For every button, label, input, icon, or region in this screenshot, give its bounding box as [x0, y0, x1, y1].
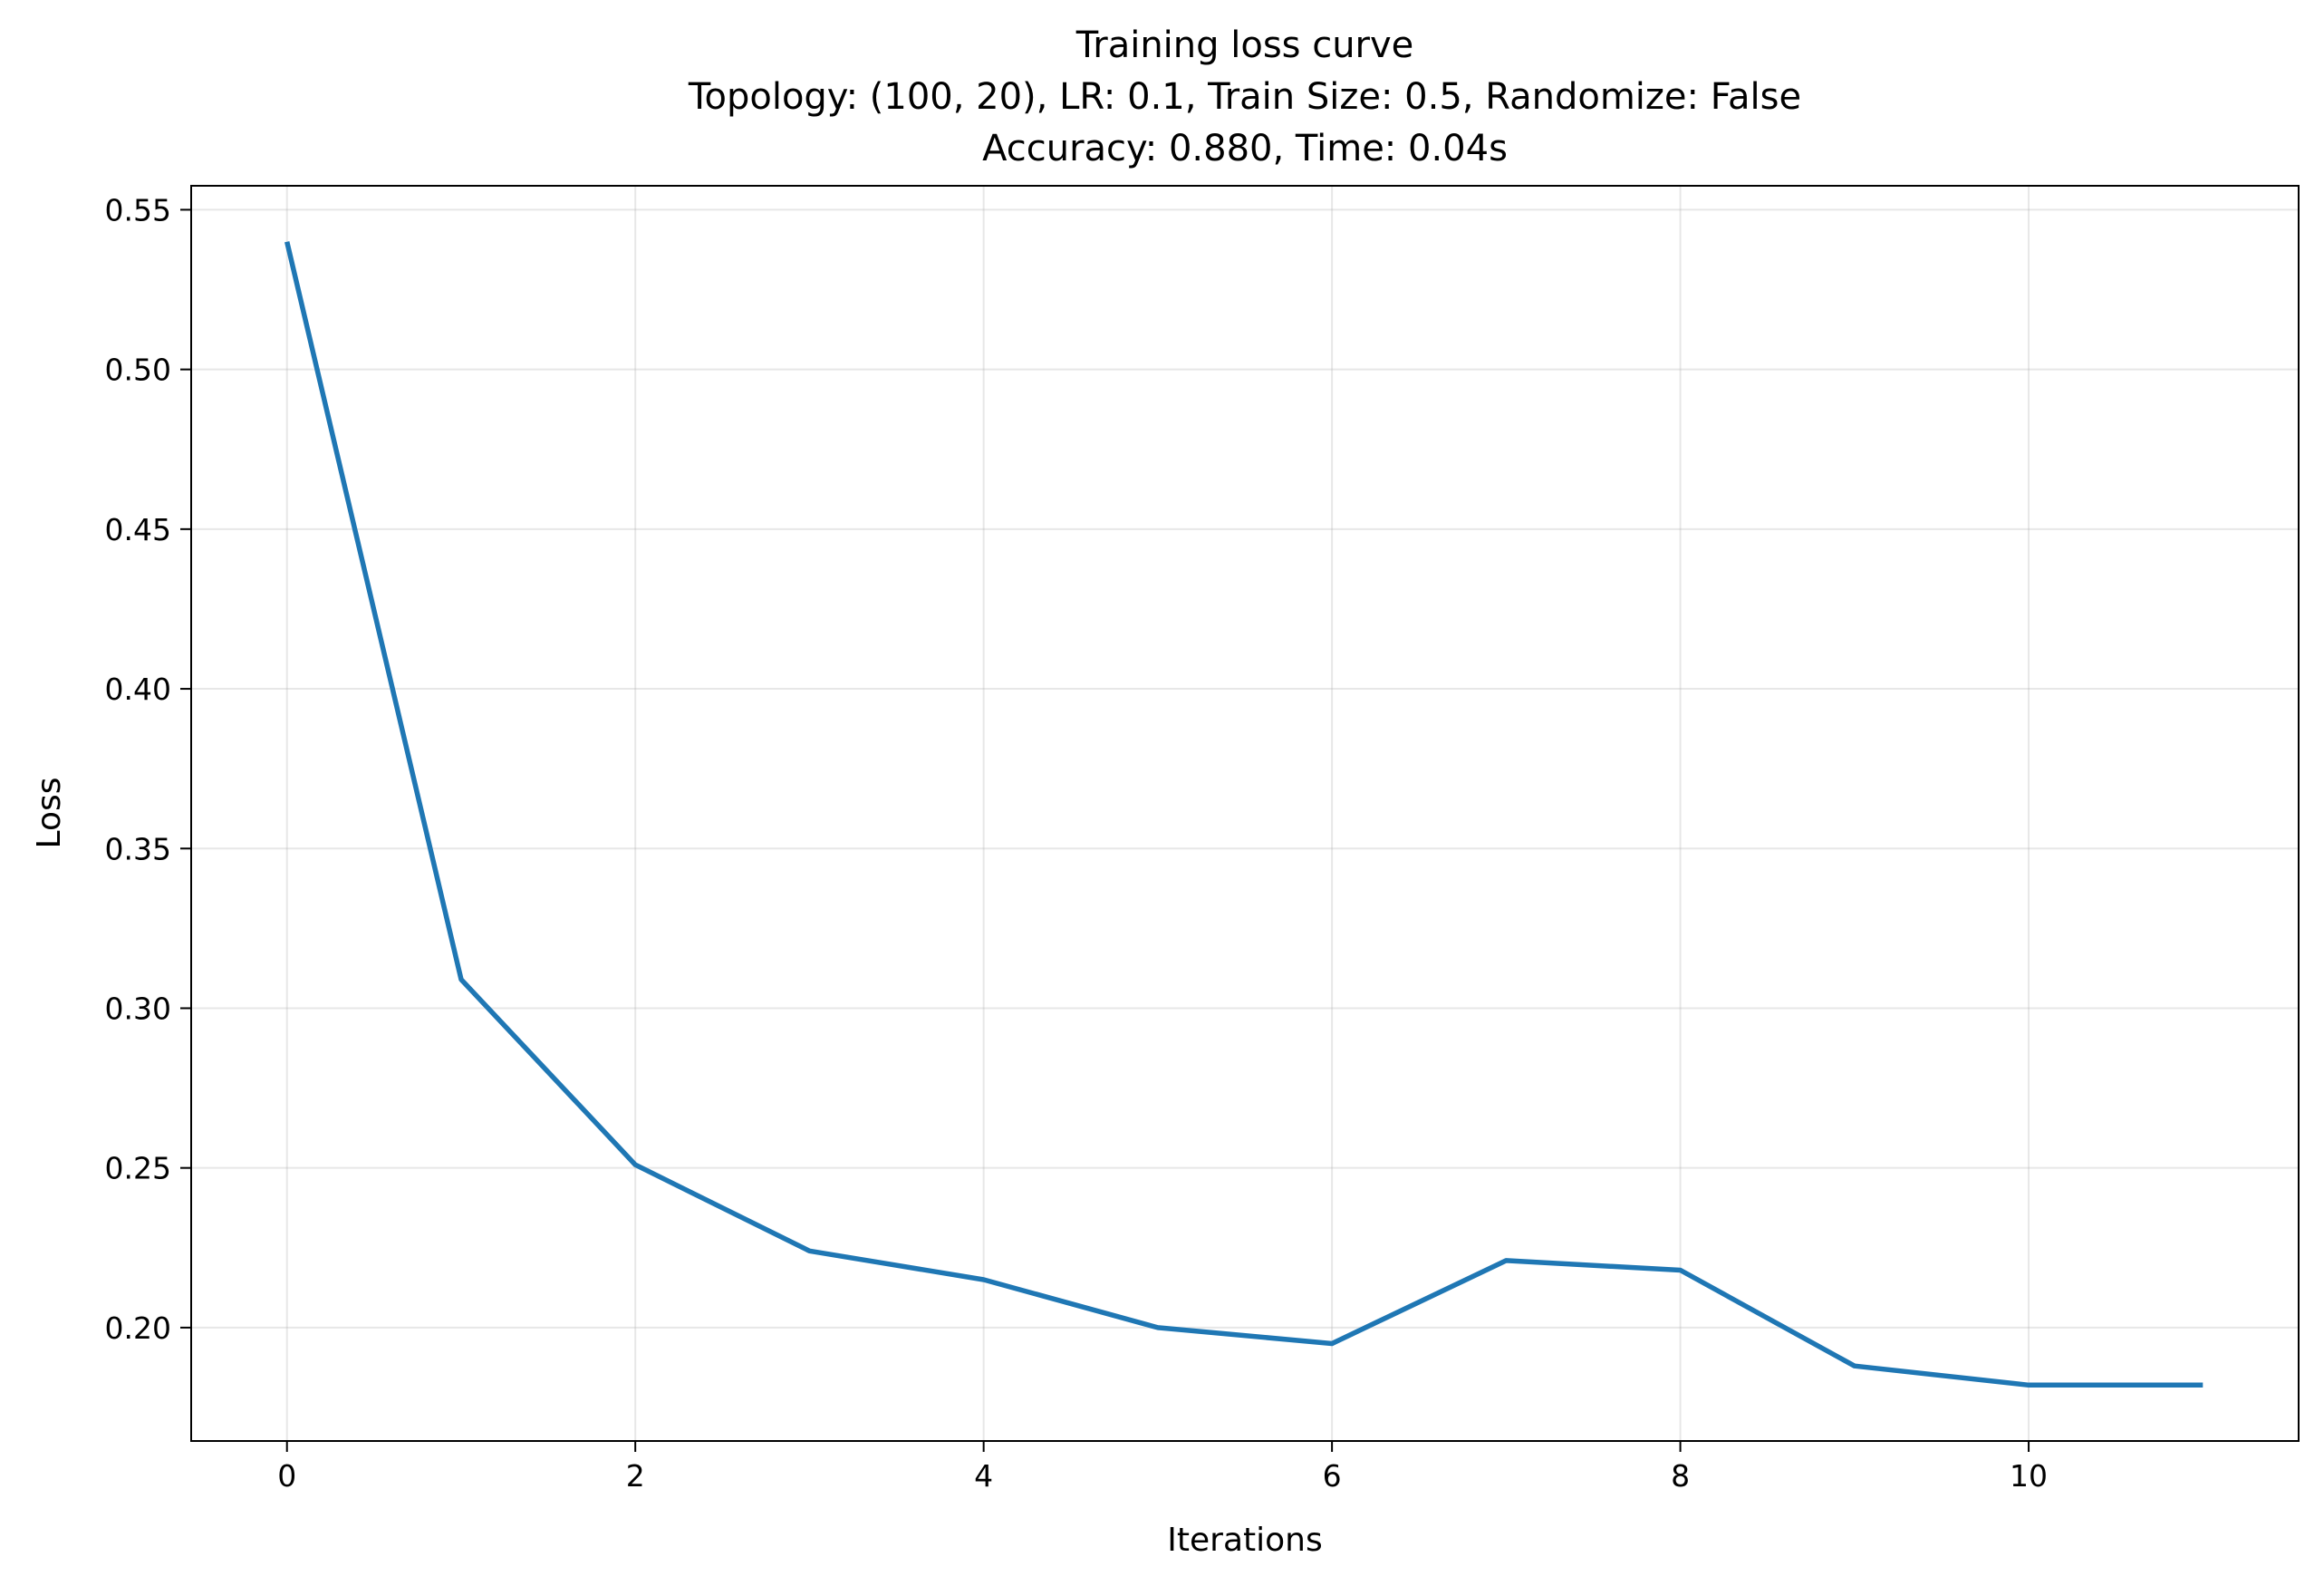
y-tick-label: 0.40 [105, 672, 171, 707]
y-tick-label: 0.25 [105, 1151, 171, 1186]
x-tick-label: 6 [1323, 1458, 1342, 1494]
chart-subtitle-accuracy: Accuracy: 0.880, Time: 0.04s [982, 128, 1508, 169]
y-tick-label: 0.55 [105, 192, 171, 227]
x-tick-label: 4 [974, 1458, 993, 1494]
chart-title: Training loss curve [1075, 24, 1414, 66]
y-tick-label: 0.35 [105, 831, 171, 866]
y-tick-label: 0.30 [105, 991, 171, 1026]
series-layer [284, 241, 2203, 1388]
x-tick-label: 2 [626, 1458, 645, 1494]
y-tick-label: 0.20 [105, 1310, 171, 1346]
x-tick-label: 8 [1671, 1458, 1690, 1494]
y-tick-label: 0.50 [105, 353, 171, 388]
plot-frame [190, 185, 2300, 1442]
chart-subtitle-topology: Topology: (100, 20), LR: 0.1, Train Size… [688, 76, 1801, 118]
x-tick-label: 0 [277, 1458, 296, 1494]
loss-series-line [284, 241, 2203, 1388]
y-axis-label: Loss [31, 778, 68, 849]
tick-layer: 0 2 4 6 8 10 0.20 0.25 0.30 0.35 0.40 0.45 0.50 0.55 [105, 192, 2049, 1494]
x-tick-label: 10 [2010, 1458, 2048, 1494]
grid-layer [191, 186, 2299, 1441]
y-tick-label: 0.45 [105, 512, 171, 547]
x-axis-label: Iterations [1167, 1522, 1322, 1559]
